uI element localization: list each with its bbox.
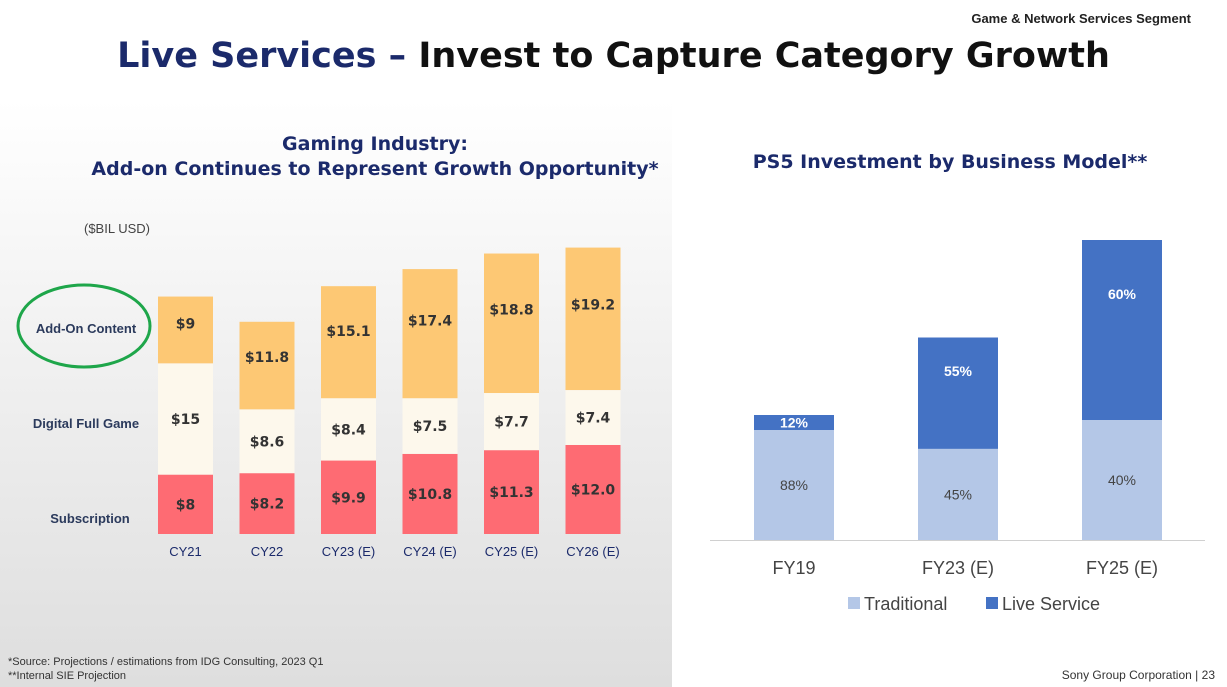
- data-label: $17.4: [408, 314, 453, 330]
- legend-swatch: [848, 597, 860, 609]
- title-part1: Live Services –: [117, 36, 407, 76]
- bar-add-on-content: [565, 247, 621, 391]
- data-label: $9: [176, 316, 195, 332]
- category-label: FY25 (E): [1086, 558, 1158, 578]
- data-label: $8.4: [331, 422, 366, 438]
- separator: |: [1195, 668, 1199, 682]
- page-title: Live Services – Invest to Capture Catego…: [0, 36, 1227, 76]
- data-label: $12.0: [571, 482, 616, 498]
- category-label: CY21: [169, 544, 202, 559]
- data-label: 55%: [944, 363, 973, 379]
- data-label: $10.8: [408, 487, 452, 503]
- bar-add-on-content: [321, 286, 376, 399]
- data-label: $7.7: [494, 415, 529, 431]
- bar-subscription: [565, 444, 621, 534]
- bar-live-service: [754, 415, 834, 430]
- bar-subscription: [158, 474, 213, 534]
- data-label: $8.2: [250, 497, 285, 513]
- bar-digital-full-game: [484, 393, 539, 451]
- legend-swatch: [986, 597, 998, 609]
- bar-digital-full-game: [158, 363, 213, 475]
- data-label: $18.8: [489, 302, 533, 318]
- left-chart-title: Gaming Industry: Add-on Continues to Repr…: [40, 132, 710, 182]
- bar-add-on-content: [158, 296, 213, 364]
- right-chart-title: PS5 Investment by Business Model**: [752, 151, 1148, 173]
- bar-subscription: [321, 460, 376, 534]
- data-label: $11.8: [245, 350, 289, 366]
- bar-traditional: [1082, 420, 1162, 540]
- bar-add-on-content: [239, 321, 295, 410]
- category-label: FY23 (E): [922, 558, 994, 578]
- data-label: $15: [171, 412, 200, 428]
- left-chart-title-line2: Add-on Continues to Represent Growth Opp…: [91, 158, 659, 180]
- bar-live-service: [918, 337, 998, 449]
- data-label: 40%: [1108, 472, 1136, 488]
- legend-label: Live Service: [1002, 594, 1100, 614]
- footnotes: *Source: Projections / estimations from …: [8, 655, 323, 683]
- data-label: $11.3: [489, 485, 533, 501]
- bar-add-on-content: [402, 269, 458, 399]
- corp-name: Sony Group Corporation: [1061, 668, 1192, 682]
- data-label: $7.4: [576, 411, 611, 427]
- internal-note: **Internal SIE Projection: [8, 670, 127, 682]
- data-label: $19.2: [571, 298, 615, 314]
- source-note: *Source: Projections / estimations from …: [8, 656, 324, 668]
- bar-subscription: [402, 453, 458, 534]
- category-label: CY26 (E): [566, 544, 619, 559]
- category-label: CY22: [251, 544, 284, 559]
- highlight-circle: [16, 283, 152, 369]
- bar-traditional: [754, 430, 834, 540]
- bar-add-on-content: [484, 253, 539, 394]
- bar-digital-full-game: [565, 390, 621, 445]
- data-label: $15.1: [326, 324, 370, 340]
- unit-label: ($BIL USD): [84, 221, 150, 236]
- data-label: 60%: [1108, 286, 1137, 302]
- footer-corp: Sony Group Corporation | 23: [1062, 668, 1215, 682]
- bar-digital-full-game: [402, 398, 458, 454]
- category-label: FY19: [772, 558, 815, 578]
- bar-live-service: [1082, 240, 1162, 420]
- data-label: $8: [176, 497, 195, 513]
- bar-subscription: [239, 473, 295, 534]
- left-chart-title-line1: Gaming Industry:: [282, 133, 468, 155]
- data-label: 12%: [780, 415, 809, 431]
- category-label: CY25 (E): [485, 544, 538, 559]
- data-label: 88%: [780, 477, 808, 493]
- data-label: $7.5: [413, 419, 448, 435]
- data-label: 45%: [944, 486, 972, 502]
- segment-label: Game & Network Services Segment: [971, 11, 1191, 26]
- bar-traditional: [918, 448, 998, 540]
- bar-subscription: [484, 450, 539, 534]
- category-label: CY23 (E): [322, 544, 375, 559]
- legend-label: Traditional: [864, 594, 947, 614]
- series-label: Add-On Content: [36, 321, 137, 336]
- bar-digital-full-game: [239, 409, 295, 474]
- data-label: $9.9: [331, 490, 366, 506]
- category-label: CY24 (E): [403, 544, 456, 559]
- data-label: $8.6: [250, 434, 285, 450]
- series-label: Digital Full Game: [33, 416, 139, 431]
- title-part2: Invest to Capture Category Growth: [418, 36, 1110, 76]
- series-label: Subscription: [50, 511, 130, 526]
- bar-digital-full-game: [321, 398, 376, 461]
- page-number: 23: [1201, 668, 1215, 682]
